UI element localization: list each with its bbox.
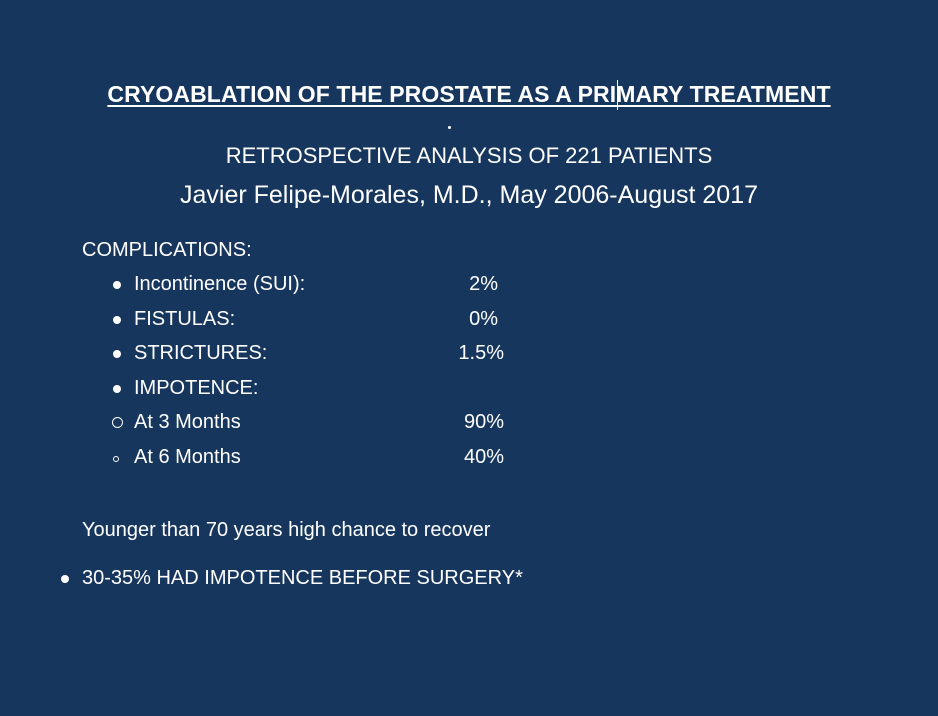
subtitle-author: Javier Felipe-Morales, M.D., May 2006-Au…	[179, 181, 759, 209]
impotence-interval-label: At 3 Months	[134, 411, 241, 433]
bullet-icon	[113, 385, 121, 393]
complication-label: FISTULAS:	[134, 308, 236, 330]
impotence-interval-label: At 6 Months	[134, 446, 241, 468]
bullet-icon	[113, 316, 121, 324]
recovery-note: Younger than 70 years high chance to rec…	[82, 519, 491, 541]
subtitle-analysis: RETROSPECTIVE ANALYSIS OF 221 PATIENTS	[225, 143, 713, 168]
complication-value: 0%	[469, 308, 498, 330]
complication-value: 2%	[469, 273, 498, 295]
complications-heading: COMPLICATIONS:	[82, 239, 252, 261]
complication-label: STRICTURES:	[134, 342, 268, 364]
impotence-interval-value: 90%	[463, 411, 504, 433]
complication-value: 1.5%	[458, 342, 504, 364]
bullet-icon	[61, 575, 69, 583]
text-cursor	[617, 80, 618, 110]
slide-title: CRYOABLATION OF THE PROSTATE AS A PRIMAR…	[107, 81, 831, 107]
hollow-bullet-icon	[112, 417, 123, 428]
impotence-interval-value: 40%	[463, 446, 504, 468]
hollow-bullet-icon	[113, 456, 119, 462]
footnote-text: 30-35% HAD IMPOTENCE BEFORE SURGERY*	[82, 567, 523, 589]
complication-label: Incontinence (SUI):	[134, 273, 306, 295]
bullet-icon	[113, 281, 121, 289]
bullet-icon	[113, 350, 121, 358]
complication-label: IMPOTENCE:	[134, 377, 259, 399]
stray-dot	[448, 126, 451, 129]
